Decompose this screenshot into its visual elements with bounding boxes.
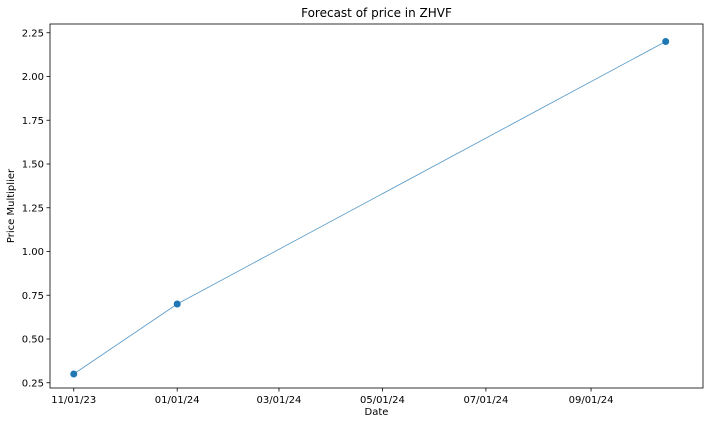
x-tick-label: 03/01/24 <box>257 395 302 406</box>
series-layer <box>70 38 670 378</box>
plot-area-frame <box>49 23 704 389</box>
y-axis-label: Price Multiplier <box>6 168 17 243</box>
x-tick-label: 01/01/24 <box>155 395 200 406</box>
data-point <box>70 370 78 378</box>
y-tick-label: 2.00 <box>22 72 44 83</box>
y-tick-label: 1.75 <box>22 116 44 127</box>
data-point <box>173 300 181 308</box>
y-tick-label: 1.00 <box>22 247 44 258</box>
x-tick-label: 05/01/24 <box>360 395 405 406</box>
y-tick-label: 2.25 <box>22 28 44 39</box>
y-tick-label: 1.25 <box>22 203 44 214</box>
y-tick-label: 0.50 <box>22 335 44 346</box>
x-axis: 11/01/23 01/01/24 03/01/24 05/01/24 07/01/24… <box>51 388 614 406</box>
x-tick-label: 11/01/23 <box>51 395 96 406</box>
chart-title: Forecast of price in ZHVF <box>301 6 452 20</box>
x-tick-label: 09/01/24 <box>569 395 614 406</box>
y-tick-label: 0.75 <box>22 291 44 302</box>
x-tick-label: 07/01/24 <box>463 395 508 406</box>
data-point <box>662 38 670 45</box>
y-tick-label: 1.50 <box>22 160 44 171</box>
x-axis-label: Date <box>365 407 389 418</box>
y-tick-label: 0.25 <box>22 378 44 389</box>
y-axis: 0.25 0.50 0.75 1.00 1.25 1.50 1.75 2.00 2.25 <box>22 28 50 389</box>
series-line <box>73 41 666 375</box>
